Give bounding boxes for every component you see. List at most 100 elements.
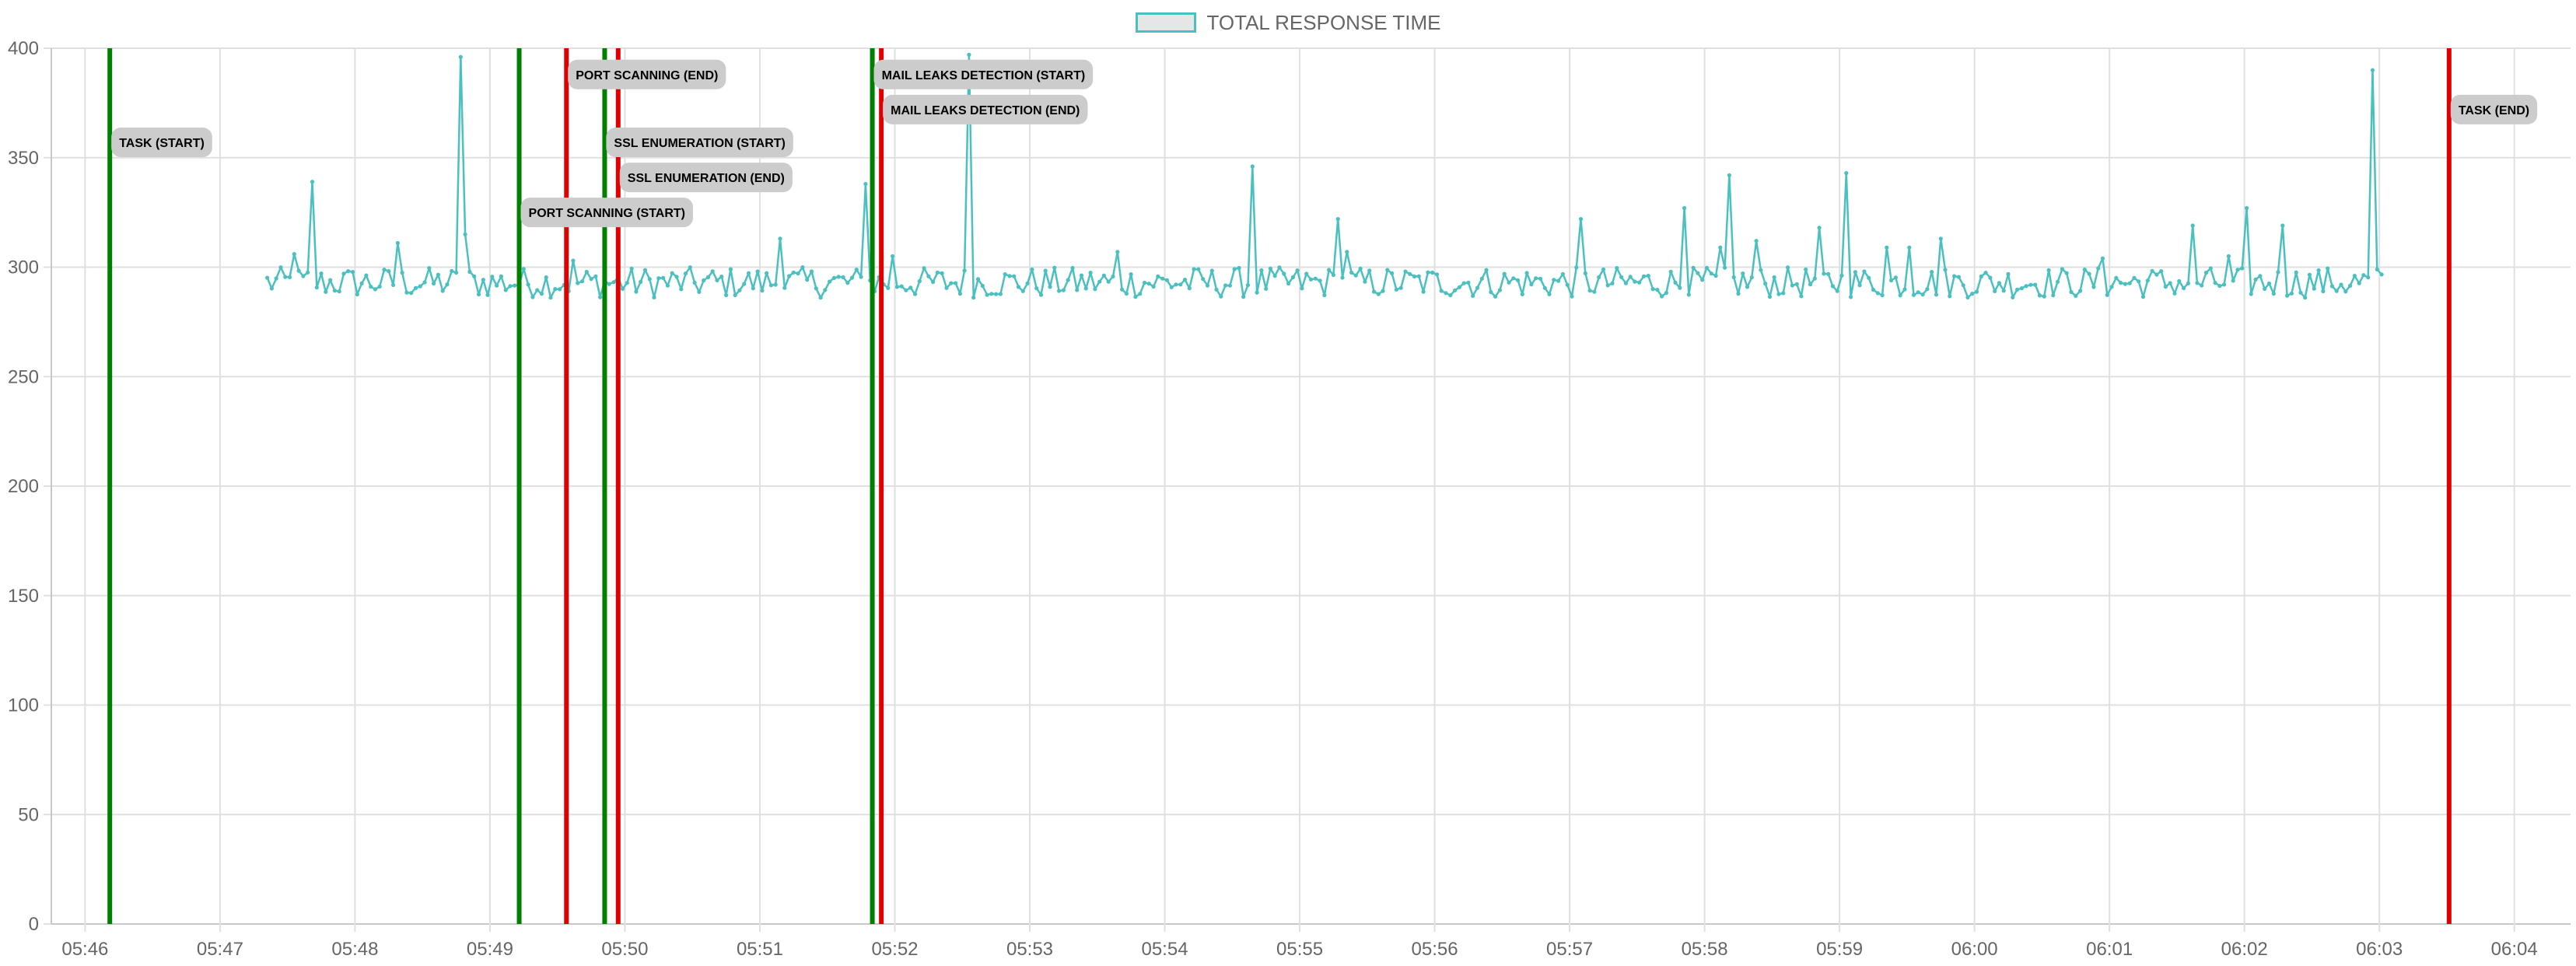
data-point [1318,278,1322,283]
data-point [1763,282,1768,286]
data-point [1736,292,1741,296]
data-point [1745,285,1750,289]
data-point [2352,274,2357,278]
data-point [1570,294,1574,299]
x-axis-ticks: 05:46 05:47 05:48 05:49 05:50 05:51 05:52 05:53… [61,939,2537,960]
data-point [2298,290,2303,295]
data-point [395,240,400,246]
data-point [1808,282,1813,287]
data-point [1169,285,1174,289]
data-point [1043,268,1048,273]
data-point [364,273,369,278]
x-tick-label: 05:48 [331,939,378,960]
annotation-label: TASK (START) [111,128,212,158]
data-point [467,269,472,275]
data-point [1151,284,1156,289]
annotation-label-text: PORT SCANNING (END) [576,69,718,82]
data-point [2123,282,2127,286]
data-point [818,296,823,300]
data-point [2182,285,2186,291]
data-point [1786,265,1790,270]
annotation-label-text: PORT SCANNING (START) [529,207,685,220]
data-point [1340,275,1345,280]
data-point [296,268,301,273]
y-tick-label: 250 [8,366,39,387]
data-point [863,181,868,187]
data-point [940,271,944,275]
data-point [306,270,310,275]
data-point [719,275,724,279]
data-point [1227,283,1232,288]
data-point [409,291,414,296]
data-point [310,180,315,184]
data-point [2249,292,2253,296]
data-point [2266,281,2272,286]
data-point [971,296,976,300]
data-point [1444,291,1448,296]
x-tick-label: 06:02 [2221,939,2268,960]
data-point [823,288,828,292]
data-point [791,270,796,275]
y-axis-ticks: 0 50 100 150 200 250 300 350 400 [8,38,39,935]
data-point [2127,281,2132,285]
data-point [589,277,593,282]
data-point [576,281,580,285]
x-tick-label: 06:03 [2356,939,2403,960]
data-point [2235,268,2240,272]
data-point [1993,289,1997,293]
data-point [1943,268,1948,272]
data-point [621,286,625,291]
data-point [1979,274,1983,278]
data-point [2087,271,2091,276]
data-point [1245,282,1251,288]
data-point [2222,282,2227,287]
x-tick-label: 05:51 [737,939,783,960]
y-tick-label: 350 [8,148,39,169]
series-layer [265,52,2384,300]
data-point [2213,281,2217,285]
chart-legend[interactable]: TOTAL RESPONSE TIME [0,11,2576,35]
data-point [1394,287,1398,292]
data-point [2276,270,2280,275]
data-point [1542,285,1547,290]
data-point [831,275,836,280]
data-point [1610,281,1615,285]
data-point [886,285,891,290]
data-point [1264,286,1269,291]
data-point [1741,271,1745,276]
data-point [350,270,355,275]
data-point [773,282,778,287]
data-point [328,278,333,282]
y-tick-label: 50 [18,804,39,825]
data-point [1502,271,1507,276]
data-point [2172,291,2177,296]
data-point [2060,267,2064,271]
data-point [1889,278,1894,283]
data-point [1327,268,1332,272]
data-point [1489,290,1493,295]
data-point [2379,272,2384,277]
data-point [1421,289,1426,294]
data-point [1398,285,1403,290]
annotation-label-box [873,59,1094,89]
data-point [1650,287,1655,292]
data-point [1290,275,1295,280]
data-point [1534,276,1538,281]
x-tick-label: 06:01 [2086,939,2133,960]
data-point [539,292,544,296]
data-point [1524,271,1529,275]
data-point [1961,283,1965,288]
data-point [2294,270,2298,275]
data-point [796,271,800,276]
data-point [373,287,377,292]
data-point [269,286,274,291]
data-point [1367,268,1372,273]
data-point [1911,292,1916,297]
annotation-label: SSL ENUMERATION (START) [606,128,793,158]
data-point [980,283,985,289]
data-point [724,292,729,298]
data-point [1160,276,1165,281]
data-point [917,278,922,284]
data-point [332,289,337,293]
data-point [1268,266,1272,271]
